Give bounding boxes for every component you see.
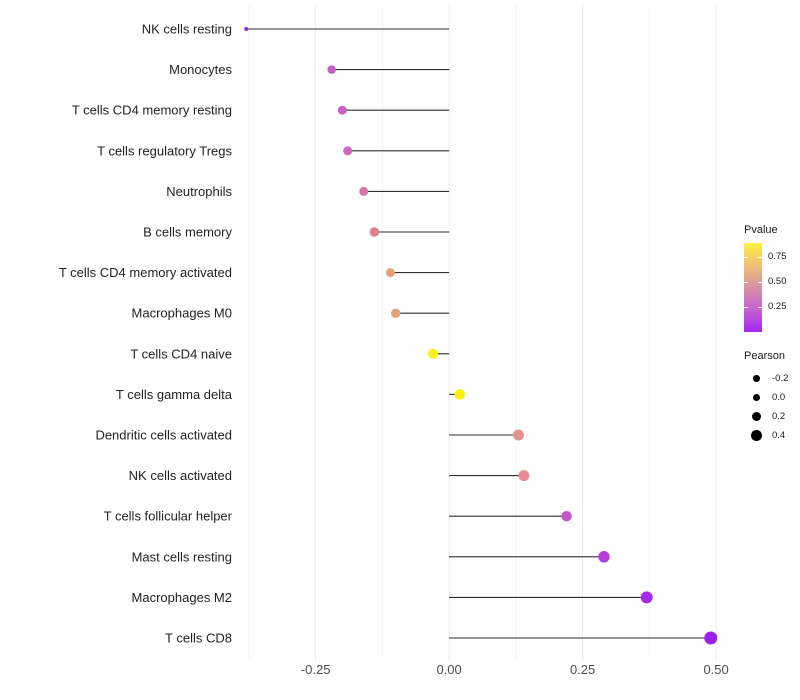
category-label: Monocytes: [169, 62, 232, 77]
category-label: T cells gamma delta: [116, 387, 233, 402]
pearson-item-label: 0.0: [772, 392, 786, 403]
pearson-item-label: 0.2: [772, 411, 786, 422]
pearson-dot: [752, 412, 761, 421]
colorbar-tick-mark: [744, 256, 748, 258]
colorbar-tick-mark: [744, 306, 748, 308]
lollipop-dot: [513, 429, 525, 441]
lollipop-dot: [454, 389, 466, 400]
lollipop-dot: [385, 268, 395, 278]
category-label: Macrophages M2: [132, 590, 232, 605]
pearson-dot-box: [744, 412, 764, 421]
x-tick-label: 0.00: [436, 662, 461, 677]
lollipop-dot: [327, 65, 336, 74]
category-label: NK cells activated: [129, 468, 232, 483]
x-tick-label: -0.25: [301, 662, 331, 677]
pearson-legend-items: -0.2 0.0 0.2 0.4: [744, 369, 788, 445]
lollipop-dot: [359, 186, 369, 196]
category-label: T cells follicular helper: [104, 509, 233, 524]
lollipop-dot: [704, 631, 718, 645]
category-label: T cells CD4 naive: [130, 346, 232, 361]
category-label: T cells CD8: [165, 631, 232, 646]
category-label: Mast cells resting: [132, 549, 232, 564]
pearson-legend-item: -0.2: [744, 369, 788, 388]
pearson-legend-title: Pearson: [744, 350, 785, 362]
category-label: T cells CD4 memory activated: [59, 265, 232, 280]
pearson-legend-item: 0.0: [744, 388, 788, 407]
pvalue-legend: Pvalue 0.75 0.50 0.25: [744, 224, 787, 332]
pvalue-tick-label: 0.25: [768, 300, 787, 312]
pearson-dot-box: [744, 375, 764, 382]
lollipop-dot: [428, 348, 439, 359]
pearson-item-label: -0.2: [772, 373, 789, 384]
x-tick-label: 0.50: [703, 662, 728, 677]
lollipop-dot: [518, 470, 530, 482]
pearson-dot-box: [744, 393, 764, 402]
pvalue-legend-title: Pvalue: [744, 224, 778, 236]
colorbar-tick-mark: [744, 281, 748, 283]
lollipop-dot: [390, 308, 401, 318]
category-label: B cells memory: [143, 225, 232, 240]
lollipop-dot: [369, 227, 380, 237]
category-label: Neutrophils: [166, 184, 232, 199]
pvalue-colorbar-wrap: 0.75 0.50 0.25: [744, 243, 787, 332]
lollipop-dot: [598, 551, 610, 563]
lollipop-dot: [640, 591, 653, 604]
pearson-legend-item: 0.4: [744, 426, 788, 445]
category-label: Dendritic cells activated: [95, 428, 232, 443]
pvalue-tick-label: 0.50: [768, 275, 787, 287]
pearson-legend-item: 0.2: [744, 407, 788, 426]
colorbar-tick-mark: [758, 306, 762, 308]
pvalue-colorbar: [744, 243, 762, 332]
pearson-legend: Pearson -0.2 0.0 0.2 0.4: [744, 350, 788, 445]
category-label: T cells regulatory Tregs: [97, 143, 232, 158]
category-label: T cells CD4 memory resting: [72, 103, 232, 118]
pvalue-tick-label: 0.75: [768, 250, 787, 262]
pearson-dot: [752, 393, 761, 402]
category-label: Macrophages M0: [132, 306, 232, 321]
pearson-item-label: 0.4: [772, 430, 786, 441]
colorbar-tick-mark: [758, 281, 762, 283]
pearson-dot: [753, 375, 760, 382]
pearson-dot: [751, 430, 762, 441]
x-tick-label: 0.25: [570, 662, 595, 677]
lollipop-dot: [244, 27, 249, 31]
pearson-dot-box: [744, 430, 764, 441]
lollipop-dot: [337, 105, 347, 115]
lollipop-dot: [343, 146, 353, 156]
category-label: NK cells resting: [142, 22, 232, 37]
colorbar-tick-mark: [758, 256, 762, 258]
lollipop-dot: [561, 510, 572, 522]
